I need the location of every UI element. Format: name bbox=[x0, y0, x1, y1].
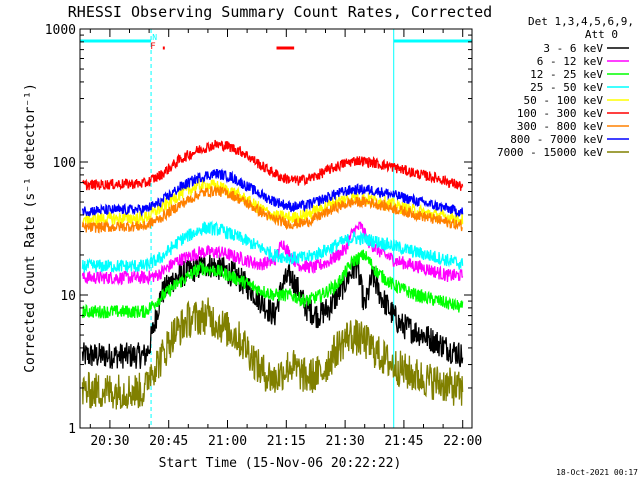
legend-label-0: 3 - 6 keV bbox=[543, 42, 603, 55]
x-tick-label: 21:45 bbox=[384, 434, 423, 449]
series-line-0 bbox=[81, 254, 464, 369]
series-line-6 bbox=[81, 184, 463, 234]
x-axis-label: Start Time (15-Nov-06 20:22:22) bbox=[159, 456, 402, 471]
flag-label-night: N bbox=[152, 33, 157, 42]
x-tick-label: 21:15 bbox=[267, 434, 306, 449]
y-tick-label: 10 bbox=[60, 289, 76, 304]
axes: 1 10 100 1000 20:30 20:45 21:00 21:15 21:30 21:45… bbox=[45, 23, 483, 449]
legend-label-8: 7000 - 15000 keV bbox=[497, 146, 603, 159]
legend-label-7: 800 - 7000 keV bbox=[510, 133, 603, 146]
series-line-8 bbox=[81, 297, 464, 410]
x-tick-label: 21:00 bbox=[208, 434, 247, 449]
y-tick-label: 100 bbox=[53, 156, 76, 171]
legend-header-line-1: Det 1,3,4,5,6,9, bbox=[528, 15, 634, 28]
legend-label-6: 300 - 800 keV bbox=[517, 120, 603, 133]
plot-frame bbox=[79, 28, 473, 429]
flag-label-flare: F bbox=[150, 42, 155, 52]
legend-header-line-2: Att 0 bbox=[585, 28, 618, 41]
footer-date: 18-Oct-2021 00:17 bbox=[556, 468, 638, 477]
x-tick-label: 21:30 bbox=[326, 434, 365, 449]
series-line-4 bbox=[81, 177, 464, 226]
x-tick-label: 20:30 bbox=[90, 434, 129, 449]
y-tick-label: 1000 bbox=[45, 23, 76, 38]
legend-label-4: 50 - 100 keV bbox=[524, 94, 604, 107]
legend-label-1: 6 - 12 keV bbox=[537, 55, 604, 68]
x-tick-label: 20:45 bbox=[149, 434, 188, 449]
series-line-7 bbox=[81, 168, 464, 218]
y-axis-label: Corrected Count Rate (s⁻¹ detector⁻¹) bbox=[23, 83, 38, 373]
x-tick-label: 22:00 bbox=[443, 434, 482, 449]
y-tick-label: 1 bbox=[68, 422, 76, 437]
chart-title: RHESSI Observing Summary Count Rates, Co… bbox=[68, 3, 492, 21]
series-line-2 bbox=[81, 249, 464, 319]
legend-label-2: 12 - 25 keV bbox=[530, 68, 603, 81]
series-line-5 bbox=[82, 139, 464, 191]
legend-label-3: 25 - 50 keV bbox=[530, 81, 603, 94]
legend-label-5: 100 - 300 keV bbox=[517, 107, 603, 120]
series-line-3 bbox=[81, 220, 464, 273]
